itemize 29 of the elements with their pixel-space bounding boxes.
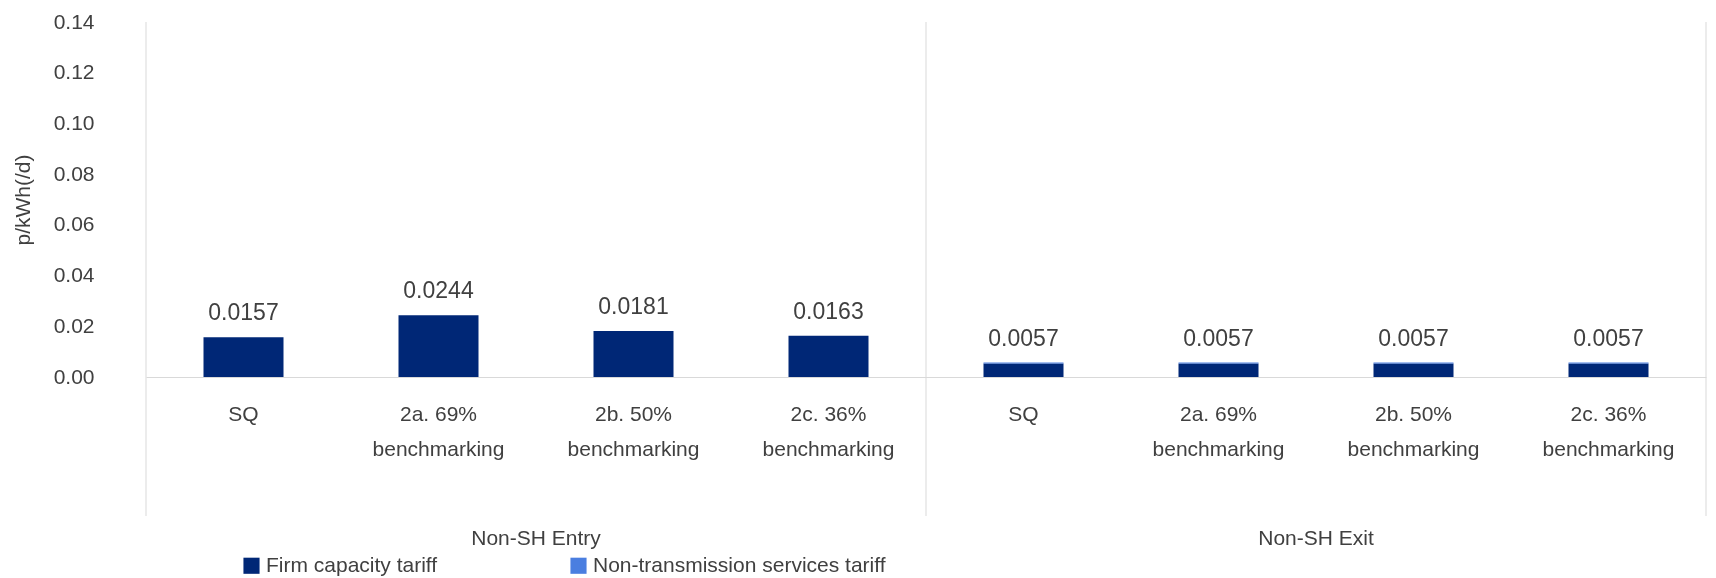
y-tick-label: 0.14 — [53, 9, 95, 33]
total-label: 0.0057 — [1573, 324, 1644, 351]
total-label: 0.0057 — [988, 324, 1059, 351]
total-label: 0.0157 — [208, 299, 279, 326]
y-tick-label: 0.04 — [53, 263, 95, 287]
text: Non-SH Entry — [471, 526, 602, 549]
y-tick-label: 0.10 — [53, 110, 95, 134]
y-tick-label: 0.06 — [53, 212, 95, 236]
y-tick-label: 0.02 — [53, 313, 95, 337]
x-tick-label: 2c. 36% benchmarking — [1542, 401, 1675, 460]
x-tick-label: 2b. 50% benchmarking — [567, 401, 700, 460]
x-tick-label: 2b. 50% benchmarking — [1347, 401, 1480, 460]
x-tick-label: 2a. 69% benchmarking — [1152, 401, 1285, 460]
legend-label: Firm capacity tariff — [266, 552, 438, 576]
total-label: 0.0163 — [793, 297, 864, 324]
total-label: 0.0244 — [403, 277, 474, 304]
legend-label: Non-transmission services tariff — [593, 552, 886, 576]
text: Non-SH Exit — [1258, 526, 1374, 549]
total-label: 0.0057 — [1183, 324, 1254, 351]
x-tick-label: 2c. 36% benchmarking — [762, 401, 895, 460]
y-tick-label: 0.12 — [53, 60, 95, 84]
y-tick-label: 0.00 — [53, 364, 95, 388]
total-label: 0.0181 — [598, 293, 669, 320]
y-axis-title: p/kWh(/d) — [10, 154, 34, 246]
x-tick-label: 2a. 69% benchmarking — [372, 401, 505, 460]
total-label: 0.0057 — [1378, 324, 1449, 351]
x-tick-label: SQ — [1008, 401, 1039, 425]
y-tick-label: 0.08 — [53, 161, 95, 185]
x-tick-label: SQ — [228, 401, 259, 425]
